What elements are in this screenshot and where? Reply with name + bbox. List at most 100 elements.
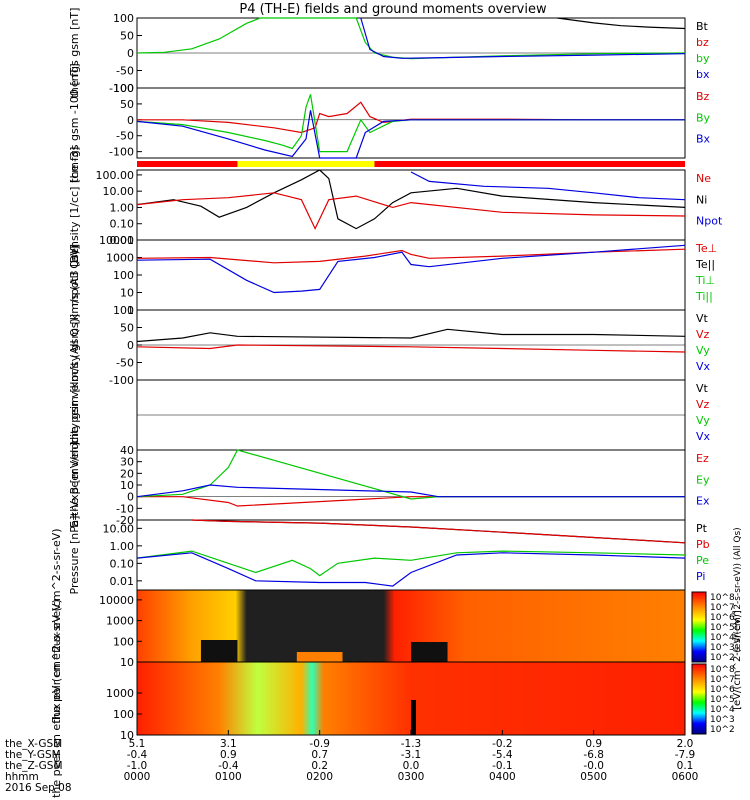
series-Te <box>136 248 686 264</box>
colorbar-tick: 10^7 <box>710 675 735 685</box>
footer-value: -0.4 <box>218 760 239 772</box>
ytick-label: -10 <box>116 502 134 515</box>
mode-bar-segment <box>237 161 375 167</box>
legend-Npot: Npot <box>696 215 723 228</box>
ytick-label: 10 <box>120 656 134 669</box>
panel-frame <box>136 239 686 311</box>
heatmap-spot <box>296 652 343 662</box>
legend-Te||: Te|| <box>695 258 715 271</box>
series-Pb <box>191 519 686 544</box>
panel-temperature: 10000 1000 100 10 1 mpot3 [eV] Te⊥ Te|| Ti⊥ Ti|| <box>68 234 717 317</box>
legend-Te⊥: Te⊥ <box>695 242 717 255</box>
colorbar-tick: 10^2 <box>710 653 735 663</box>
colorbar-label-shared: (eV/(cm^2-s-sr-eV)) (All Qs) <box>733 527 743 652</box>
panel-fgs: 100 50 0 -50 -100 the fgs gsm [nT] Bt bz by bx <box>68 8 710 99</box>
footer-value: -3.1 <box>401 749 422 761</box>
ytick-label: -100 <box>109 374 134 387</box>
ylabel: the peer en eflux eV (cm^2-s-sr-eV) <box>50 599 63 798</box>
legend-Ey: Ey <box>696 473 710 486</box>
colorbar-tick: 10^5 <box>710 623 735 633</box>
footer-value: 0.9 <box>585 738 602 750</box>
ytick-label: 1.00 <box>110 201 135 214</box>
ytick-label: 1 <box>127 304 134 317</box>
legend-Vx: Vx <box>696 360 711 373</box>
series-Ez <box>137 496 685 507</box>
ytick-label: 0 <box>127 491 134 504</box>
footer-value: -0.4 <box>127 749 148 761</box>
legend-Vz: Vz <box>696 328 710 341</box>
series-Ey <box>136 449 685 500</box>
ytick-label: -100 <box>109 146 134 159</box>
legend-Vz: Vz <box>696 398 710 411</box>
footer-row-label: the_Z-GSM <box>5 760 63 772</box>
ytick-label: 100 <box>113 635 134 648</box>
ylabel: Density [1/cc] [cm-3] <box>68 147 81 264</box>
panel-density: 100.00 10.00 1.00 0.10 0.01 Density [1/cc] [c… <box>68 147 723 264</box>
chart-title: P4 (TH-E) fields and ground moments over… <box>239 2 547 17</box>
panel-peir_velocity: 100 50 0 -50 -100 the peir velocity gsm [km/s… <box>68 246 711 445</box>
footer-value: -1.0 <box>127 760 148 772</box>
legend-Bt: Bt <box>696 20 709 33</box>
footer-value: 0.1 <box>677 760 694 772</box>
ytick-label: -50 <box>116 357 134 370</box>
legend-Bz: Bz <box>696 90 710 103</box>
series-Ni <box>136 169 686 230</box>
series-Ti <box>136 244 686 294</box>
panel-peer_velocity: the peer velocity gsm [km/s (All Qs)] Vt V… <box>68 314 711 516</box>
legend-Vy: Vy <box>696 344 710 357</box>
footer-date: 2016 Sep 08 <box>5 782 72 794</box>
ytick-label: 1000 <box>106 687 134 700</box>
colorbar-tick: 10^3 <box>710 643 735 653</box>
ytick-label: 10.00 <box>103 185 135 198</box>
ytick-label: 0 <box>127 339 134 352</box>
footer-value: -1.3 <box>401 738 422 750</box>
legend-Vt: Vt <box>696 312 709 325</box>
ylabel: Pressure [nPa] <box>68 516 81 595</box>
ytick-label: 100.00 <box>96 169 135 182</box>
footer-value: 0200 <box>306 771 333 783</box>
series-By <box>136 94 685 153</box>
colorbar-tick: 10^3 <box>710 715 735 725</box>
ytick-label: 0.10 <box>110 557 135 570</box>
footer-value: -5.4 <box>492 749 513 761</box>
ytick-label: 1000 <box>106 615 134 628</box>
ylabel: the peer velocity gsm [km/s (All Qs)] <box>68 314 81 516</box>
ytick-label: 10.00 <box>103 522 135 535</box>
series-Pt <box>191 519 686 544</box>
ytick-label: 1000 <box>106 252 134 265</box>
colorbar-top <box>691 591 707 663</box>
panel-frame <box>136 87 686 159</box>
legend-Vy: Vy <box>696 414 710 427</box>
series-Vz <box>136 344 686 353</box>
footer-value: -7.9 <box>675 749 696 761</box>
footer-row-label: the_Y-GSM <box>5 749 61 761</box>
footer-value: 2.0 <box>677 738 694 750</box>
ytick-label: 1.00 <box>110 540 135 553</box>
series-Pe <box>136 550 686 577</box>
legend-bz: bz <box>696 36 709 49</box>
colorbar-tick: 10^2 <box>710 725 735 735</box>
colorbar: 10^810^710^610^510^410^310^210^810^710^6… <box>691 527 743 735</box>
legend-By: By <box>696 111 711 124</box>
footer-value: 0000 <box>124 771 151 783</box>
footer-value: 0.7 <box>311 749 328 761</box>
panel-fgs_dsl: 100 50 0 -50 -100 the fgs gsm -100 [nT] Bz By Bx <box>68 63 711 182</box>
ytick-label: 0.10 <box>110 218 135 231</box>
footer-value: 0400 <box>489 771 516 783</box>
ytick-label: 50 <box>120 98 134 111</box>
ylabel: the fgs gsm -100 [nT] <box>68 63 81 182</box>
ytick-label: 40 <box>120 444 134 457</box>
ytick-label: 0 <box>127 114 134 127</box>
ytick-label: 50 <box>120 322 134 335</box>
colorbar-tick: 10^4 <box>710 705 735 715</box>
legend-by: by <box>696 52 710 65</box>
legend-bx: bx <box>696 68 710 81</box>
panel-frame <box>136 449 686 521</box>
footer-value: 0.0 <box>403 760 420 772</box>
legend-Ez: Ez <box>696 452 709 465</box>
series-Vt <box>136 328 686 343</box>
legend-Bx: Bx <box>696 133 711 146</box>
ylabel: mpot3 [eV] <box>68 244 81 306</box>
footer-value: 3.1 <box>220 738 237 750</box>
